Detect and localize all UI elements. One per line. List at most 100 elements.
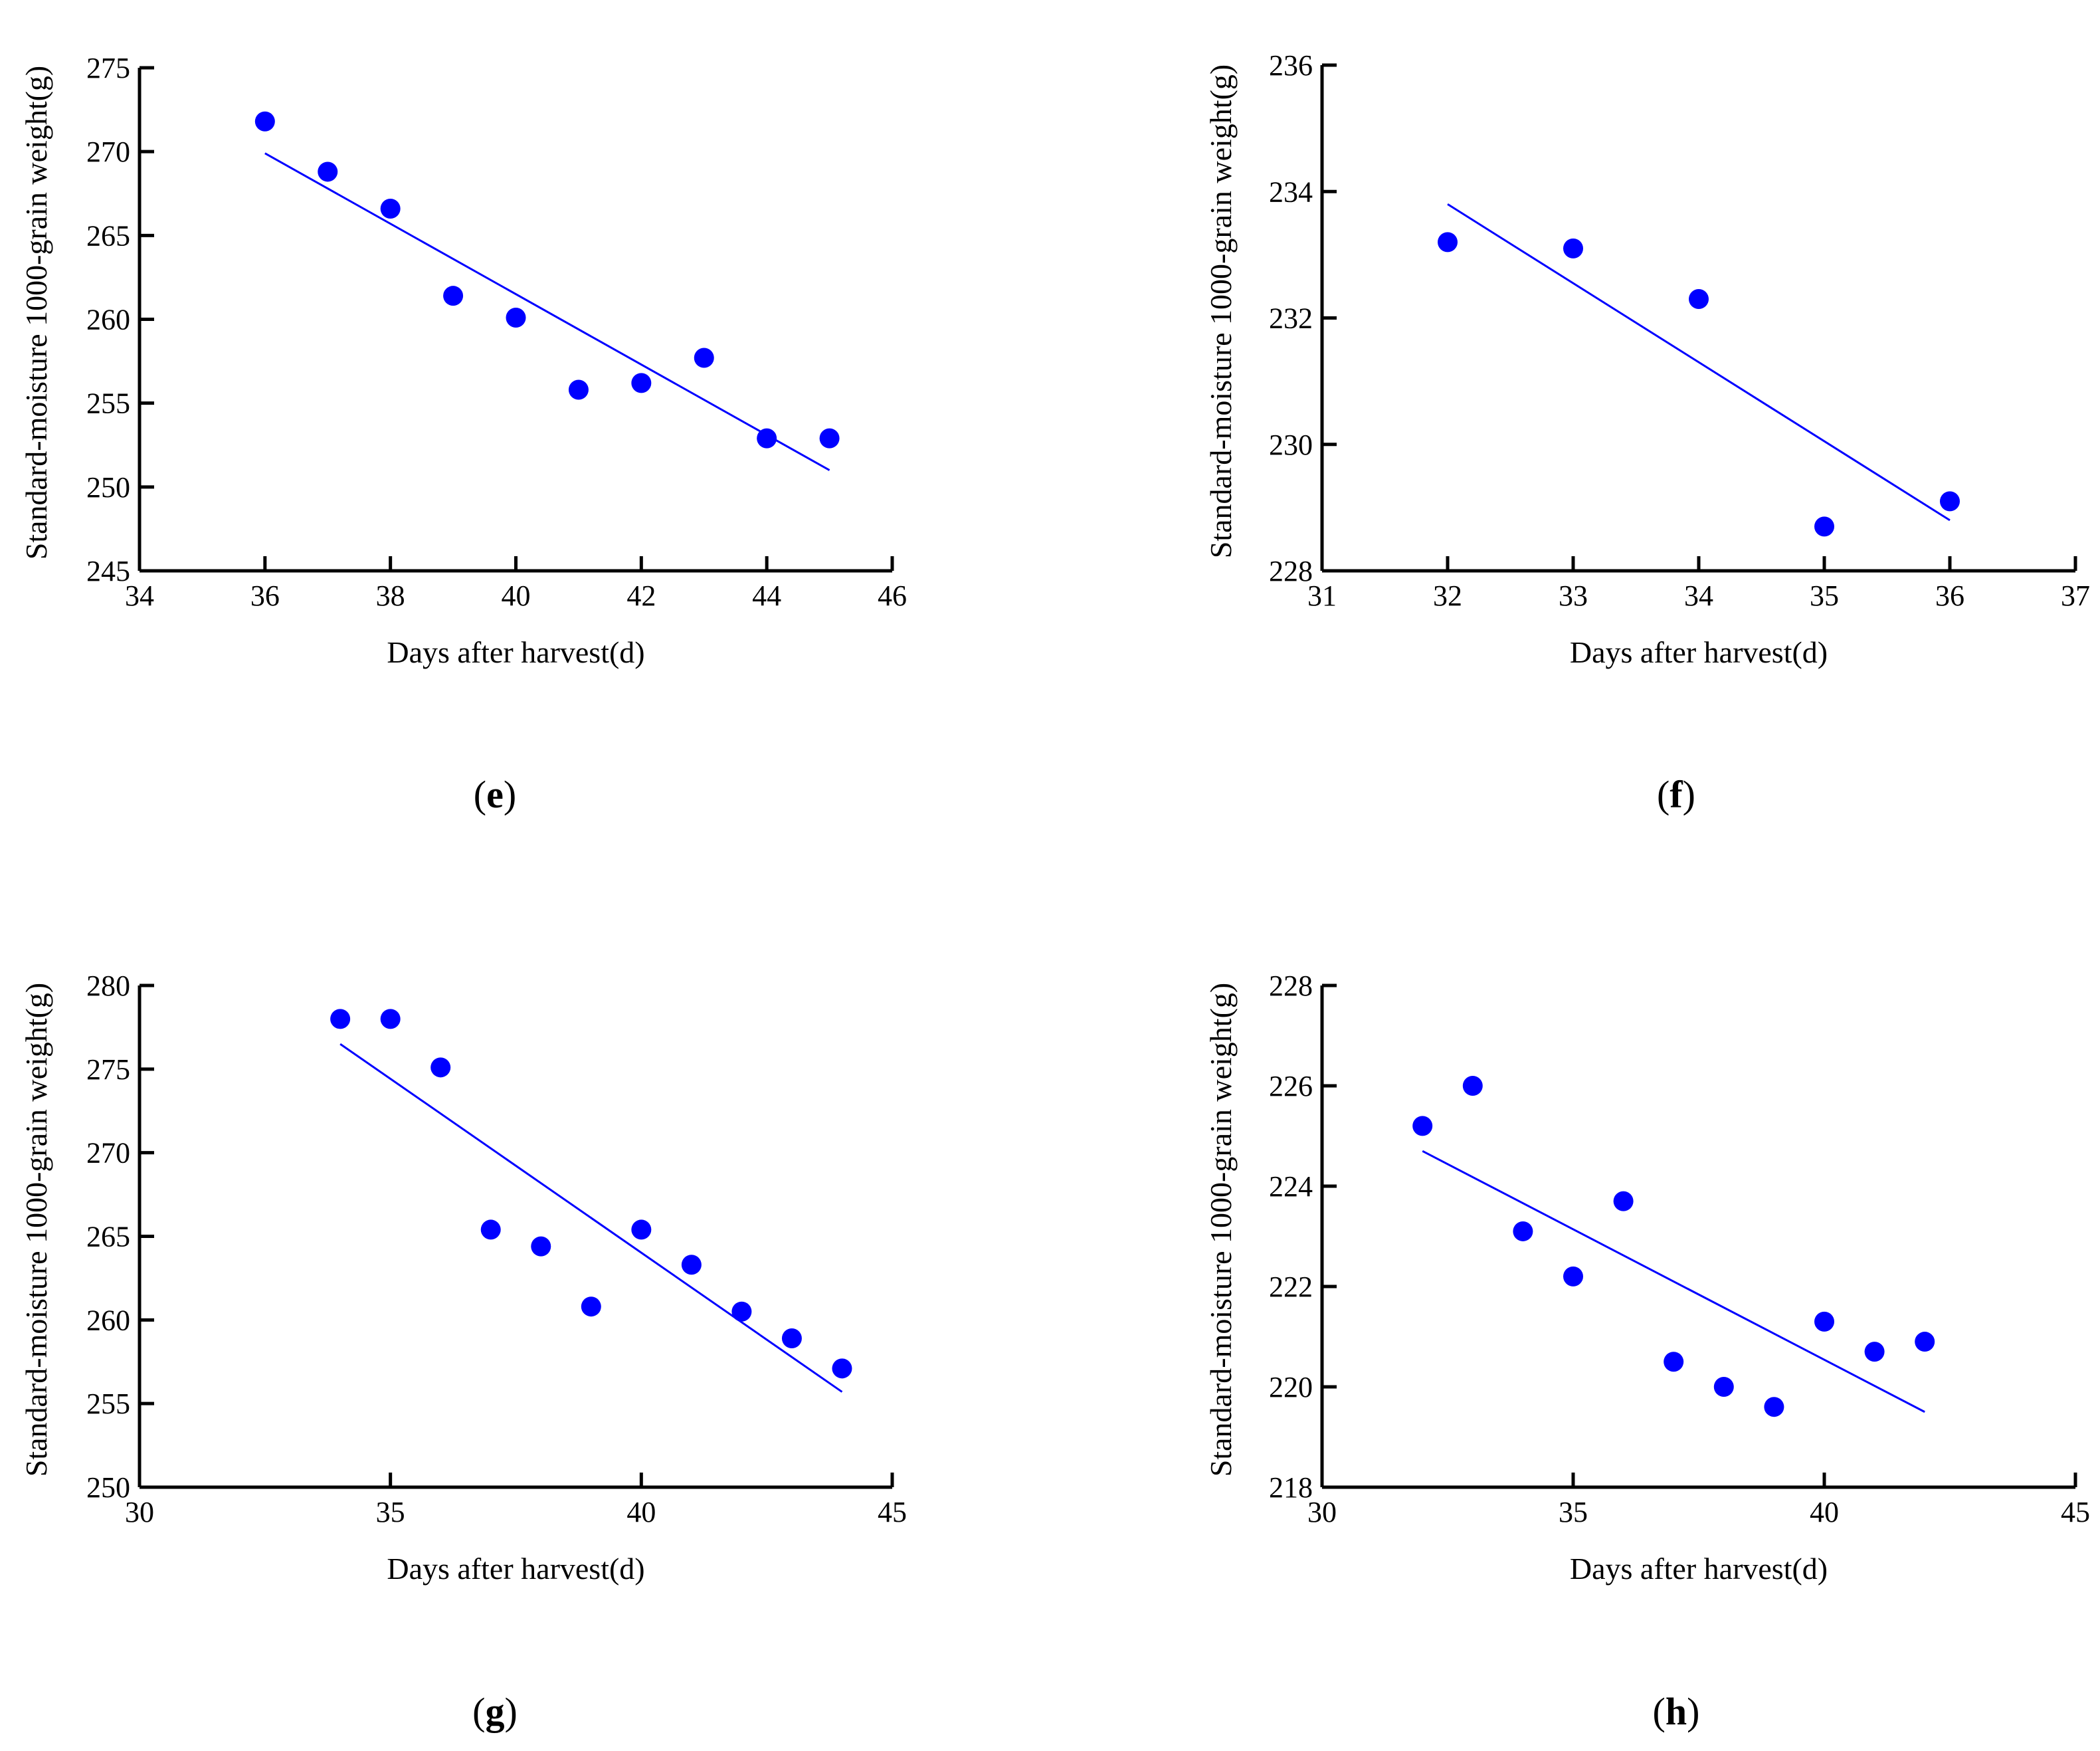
data-point bbox=[1814, 516, 1834, 537]
y-tick-label: 250 bbox=[86, 471, 130, 504]
x-tick-label: 44 bbox=[752, 579, 781, 612]
data-point bbox=[832, 1358, 852, 1379]
x-tick-label: 37 bbox=[2061, 579, 2090, 612]
data-point bbox=[443, 286, 464, 306]
x-tick-label: 40 bbox=[502, 579, 531, 612]
x-tick-label: 40 bbox=[626, 1496, 656, 1528]
y-tick-label: 280 bbox=[86, 970, 130, 1002]
data-point bbox=[330, 1009, 351, 1029]
data-point bbox=[581, 1296, 601, 1317]
y-tick-label: 228 bbox=[1269, 970, 1313, 1002]
x-tick-label: 31 bbox=[1307, 579, 1337, 612]
data-point bbox=[1764, 1397, 1784, 1417]
y-axis-title: Standard-moisture 1000-grain weight(g) bbox=[19, 66, 53, 560]
x-tick-label: 46 bbox=[878, 579, 907, 612]
data-point bbox=[1513, 1221, 1533, 1241]
y-tick-label: 222 bbox=[1269, 1271, 1313, 1303]
data-point bbox=[1689, 288, 1709, 309]
y-axis-title: Standard-moisture 1000-grain weight(g) bbox=[1204, 983, 1238, 1477]
data-point bbox=[1664, 1352, 1684, 1372]
data-point bbox=[631, 1219, 652, 1240]
y-tick-label: 255 bbox=[86, 1388, 130, 1420]
y-tick-label: 245 bbox=[86, 555, 130, 587]
panel-label: (h) bbox=[1653, 1690, 1700, 1733]
x-tick-label: 30 bbox=[125, 1496, 154, 1528]
x-tick-label: 35 bbox=[1810, 579, 1839, 612]
y-tick-label: 234 bbox=[1269, 175, 1313, 208]
x-tick-label: 45 bbox=[878, 1496, 907, 1528]
y-tick-label: 220 bbox=[1269, 1371, 1313, 1403]
x-tick-label: 45 bbox=[2061, 1496, 2090, 1528]
regression-line bbox=[1422, 1150, 1925, 1413]
y-tick-label: 265 bbox=[86, 1221, 130, 1253]
x-tick-label: 35 bbox=[1559, 1496, 1588, 1528]
y-tick-label: 228 bbox=[1269, 555, 1313, 587]
y-axis-title: Standard-moisture 1000-grain weight(g) bbox=[19, 983, 53, 1477]
y-tick-label: 230 bbox=[1269, 429, 1313, 461]
x-axis-title: Days after harvest(d) bbox=[387, 635, 644, 669]
x-tick-label: 36 bbox=[250, 579, 280, 612]
data-point bbox=[506, 307, 526, 328]
data-point bbox=[1713, 1377, 1734, 1397]
chart-panel-e: 245 250 255 260 265 270 275 34 36 38 40 42 44 46 Days … bbox=[19, 52, 907, 816]
y-tick-label: 275 bbox=[86, 1053, 130, 1086]
regression-line bbox=[339, 1043, 843, 1393]
data-point bbox=[631, 373, 652, 393]
data-point bbox=[318, 161, 338, 182]
data-point bbox=[757, 428, 777, 449]
data-point bbox=[1864, 1342, 1885, 1362]
regression-line bbox=[264, 152, 830, 471]
panel-label: (f) bbox=[1657, 773, 1695, 816]
panel-label: (g) bbox=[472, 1690, 518, 1733]
data-point bbox=[694, 348, 714, 368]
data-point bbox=[1563, 238, 1583, 258]
x-tick-label: 40 bbox=[1810, 1496, 1839, 1528]
x-tick-label: 32 bbox=[1433, 579, 1462, 612]
chart-panel-f: 228 230 232 234 236 31 32 33 34 35 36 37 Days after … bbox=[1204, 49, 2090, 816]
data-point bbox=[430, 1057, 451, 1078]
y-tick-label: 270 bbox=[86, 136, 130, 168]
data-point bbox=[568, 379, 589, 400]
x-tick-label: 38 bbox=[376, 579, 405, 612]
y-tick-label: 232 bbox=[1269, 302, 1313, 335]
x-axis-title: Days after harvest(d) bbox=[1570, 1552, 1828, 1586]
data-point bbox=[380, 1009, 401, 1029]
y-tick-label: 260 bbox=[86, 1304, 130, 1336]
y-tick-label: 275 bbox=[86, 52, 130, 84]
y-tick-label: 250 bbox=[86, 1471, 130, 1504]
x-tick-label: 35 bbox=[376, 1496, 405, 1528]
x-tick-label: 36 bbox=[1935, 579, 1964, 612]
x-axis-title: Days after harvest(d) bbox=[1570, 635, 1828, 669]
y-tick-label: 226 bbox=[1269, 1070, 1313, 1102]
data-point bbox=[731, 1301, 752, 1322]
chart-panel-g: 250 255 260 265 270 275 280 30 35 40 45 Days after … bbox=[19, 970, 907, 1733]
data-point bbox=[781, 1328, 802, 1349]
y-axis-title: Standard-moisture 1000-grain weight(g) bbox=[1204, 64, 1238, 558]
data-point bbox=[1412, 1116, 1433, 1136]
y-tick-label: 236 bbox=[1269, 49, 1313, 82]
y-tick-label: 270 bbox=[86, 1137, 130, 1170]
data-point bbox=[380, 198, 401, 219]
data-point bbox=[1613, 1191, 1634, 1211]
panel-label: (e) bbox=[474, 773, 516, 816]
x-tick-label: 42 bbox=[626, 579, 656, 612]
y-tick-label: 260 bbox=[86, 304, 130, 336]
x-tick-label: 30 bbox=[1307, 1496, 1337, 1528]
y-tick-label: 218 bbox=[1269, 1471, 1313, 1504]
data-point bbox=[1563, 1266, 1583, 1287]
x-axis-title: Days after harvest(d) bbox=[387, 1552, 644, 1586]
data-point bbox=[1462, 1076, 1483, 1096]
data-point bbox=[1814, 1311, 1834, 1332]
data-point bbox=[480, 1219, 501, 1240]
y-tick-label: 224 bbox=[1269, 1170, 1313, 1203]
data-point bbox=[531, 1236, 551, 1257]
data-point bbox=[254, 111, 275, 132]
data-point bbox=[681, 1255, 702, 1275]
regression-line bbox=[1447, 203, 1951, 522]
data-point bbox=[819, 428, 840, 449]
x-tick-label: 34 bbox=[1684, 579, 1713, 612]
chart-panel-h: 218 220 222 224 226 228 30 35 40 45 Days after har… bbox=[1204, 970, 2090, 1733]
data-point bbox=[1940, 491, 1960, 512]
y-tick-label: 255 bbox=[86, 387, 130, 420]
